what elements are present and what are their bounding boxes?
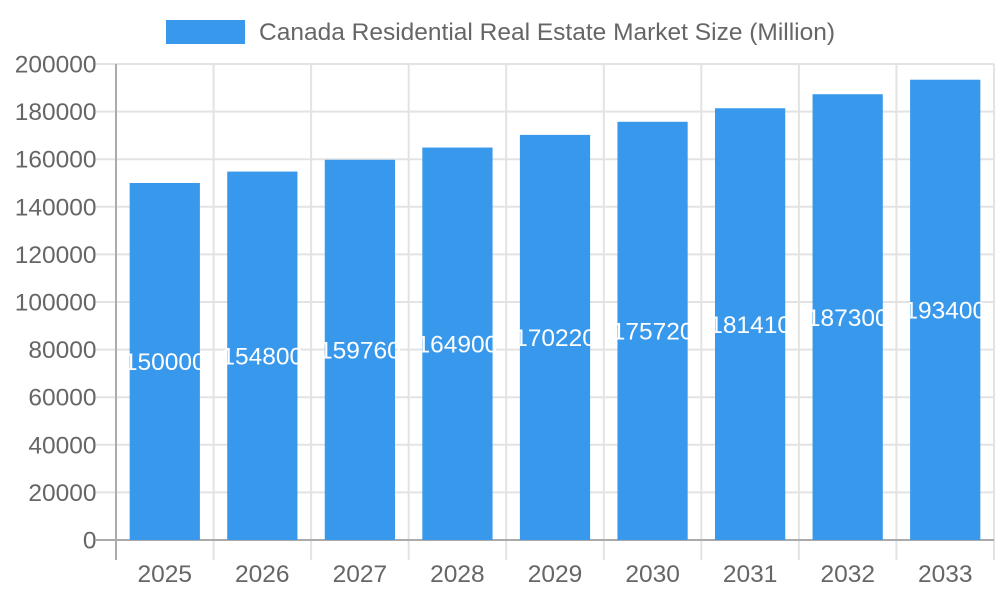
svg-text:80000: 80000 — [28, 337, 96, 364]
svg-text:193400: 193400 — [904, 298, 986, 325]
svg-text:180000: 180000 — [15, 99, 97, 126]
svg-text:150000: 150000 — [124, 349, 206, 376]
svg-text:181410: 181410 — [709, 312, 791, 339]
svg-text:187300: 187300 — [807, 305, 889, 332]
svg-text:164900: 164900 — [417, 332, 499, 359]
svg-text:2033: 2033 — [918, 561, 973, 588]
svg-text:2027: 2027 — [333, 561, 388, 588]
svg-text:200000: 200000 — [15, 52, 97, 79]
svg-text:60000: 60000 — [28, 385, 96, 412]
svg-text:175720: 175720 — [612, 319, 694, 346]
svg-text:2032: 2032 — [820, 561, 875, 588]
svg-text:2026: 2026 — [235, 561, 290, 588]
svg-text:0: 0 — [83, 528, 97, 555]
svg-text:2029: 2029 — [528, 561, 583, 588]
svg-text:154800: 154800 — [221, 344, 303, 371]
svg-text:100000: 100000 — [15, 290, 97, 317]
svg-text:2031: 2031 — [723, 561, 778, 588]
svg-text:2025: 2025 — [138, 561, 193, 588]
svg-text:2028: 2028 — [430, 561, 485, 588]
svg-text:2030: 2030 — [625, 561, 680, 588]
svg-text:40000: 40000 — [28, 432, 96, 459]
svg-text:Canada Residential Real Estate: Canada Residential Real Estate Market Si… — [259, 19, 835, 46]
svg-text:159760: 159760 — [319, 338, 401, 365]
svg-text:120000: 120000 — [15, 242, 97, 269]
svg-text:160000: 160000 — [15, 147, 97, 174]
svg-text:140000: 140000 — [15, 194, 97, 221]
svg-text:170220: 170220 — [514, 325, 596, 352]
svg-text:20000: 20000 — [28, 480, 96, 507]
